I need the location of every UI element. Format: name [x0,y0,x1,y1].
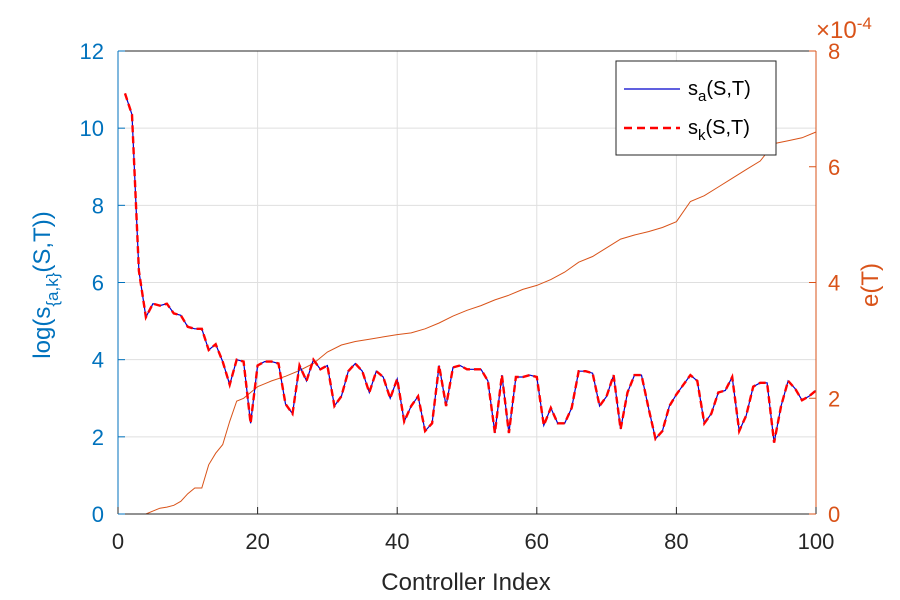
legend-label-s-a-sub: a [698,88,707,105]
multiplier-symbol: × [816,17,830,44]
legend-label-s-a: sa(S,T) [688,78,751,105]
x-tick-label: 0 [112,529,124,554]
y-right-tick-label: 6 [828,155,840,180]
y-right-tick-label: 2 [828,386,840,411]
legend: sa(S,T) sk(S,T) [615,60,777,156]
x-tick-label: 100 [798,529,835,554]
legend-box [615,60,777,156]
y-axis-left-title-sub: {a,k} [43,272,62,306]
y-right-tick-label: 4 [828,271,840,296]
x-tick-label: 60 [525,529,549,554]
series-e [145,131,817,515]
y-right-tick-label: 0 [828,502,840,527]
y-axis-left-title: log(s{a,k}(S,T)) [29,211,62,358]
y-left-tick-label: 4 [92,348,104,373]
series-line-e [145,131,817,515]
y-axis-right-title: e(T) [857,263,884,307]
legend-label-s-a-base: s [688,78,698,100]
x-tick-label: 80 [664,529,688,554]
y-axis-left-title-suffix: (S,T)) [29,211,56,272]
x-tick-label: 40 [385,529,409,554]
x-axis-title: Controller Index [381,569,550,596]
legend-label-s-a-suffix: (S,T) [706,78,750,100]
y-left-tick-label: 12 [80,39,104,64]
y-left-tick-label: 0 [92,502,104,527]
y-left-tick-label: 2 [92,425,104,450]
y-left-tick-label: 6 [92,271,104,296]
legend-label-s-k: sk(S,T) [688,117,750,144]
multiplier-exponent: -4 [857,14,872,33]
y-left-tick-label: 10 [80,116,104,141]
y-right-tick-label: 8 [828,39,840,64]
legend-label-s-k-suffix: (S,T) [706,117,750,139]
y-left-tick-label: 8 [92,193,104,218]
x-tick-label: 20 [245,529,269,554]
legend-label-s-k-base: s [688,117,698,139]
legend-label-s-k-sub: k [698,127,706,144]
series-line-s-k [123,93,817,443]
y-axis-left-title-prefix: log(s [29,307,56,359]
right-axis-multiplier: ×10-4 [816,14,872,44]
multiplier-base: 10 [830,17,857,44]
series-s-k [123,93,817,443]
